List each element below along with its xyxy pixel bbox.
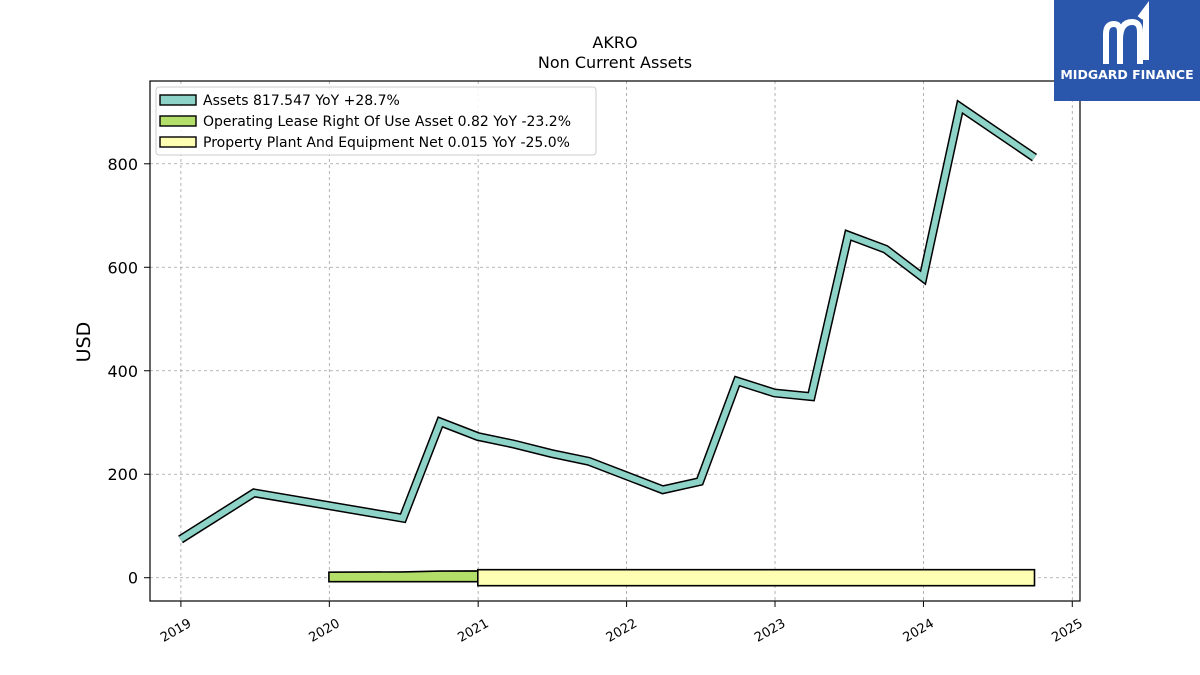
legend-box — [155, 86, 597, 156]
legend-swatch — [159, 115, 197, 127]
x-tick-label: 2021 — [455, 616, 491, 646]
legend-swatch — [159, 136, 197, 148]
legend-swatch — [159, 94, 197, 106]
legend-label: Operating Lease Right Of Use Asset 0.82 … — [203, 114, 571, 130]
y-axis-label: USD — [73, 322, 95, 363]
legend-label: Assets 817.547 YoY +28.7% — [203, 93, 400, 109]
legend-label: Property Plant And Equipment Net 0.015 Y… — [203, 135, 570, 151]
x-tick-label: 2023 — [752, 616, 788, 646]
series-band — [328, 570, 479, 583]
x-tick-label: 2019 — [158, 616, 194, 646]
y-tick-label: 800 — [107, 155, 138, 174]
x-tick-label: 2022 — [604, 616, 640, 646]
y-tick-label: 0 — [128, 569, 138, 588]
x-tick-label: 2025 — [1049, 616, 1085, 646]
y-tick-label: 400 — [107, 362, 138, 381]
series-line — [178, 101, 1037, 542]
series-band — [477, 568, 1036, 587]
logo-text: MIDGARD FINANCE — [1060, 67, 1194, 82]
series-layer — [178, 99, 1038, 587]
chart-subtitle: Non Current Assets — [538, 53, 692, 72]
x-tick-label: 2024 — [901, 616, 937, 646]
x-axis: 2019 2020 2021 2022 2023 2024 2025 — [158, 601, 1086, 646]
grid — [150, 81, 1080, 601]
y-tick-label: 200 — [107, 465, 138, 484]
x-tick-label: 2020 — [307, 616, 343, 646]
chart-title: AKRO — [592, 33, 637, 52]
plot-frame — [149, 80, 1081, 602]
midgard-m-logo-icon — [1103, 1, 1149, 64]
legend: Assets 817.547 YoY +28.7% Operating Lease… — [155, 86, 597, 156]
midgard-finance-logo: MIDGARD FINANCE — [1054, 0, 1200, 101]
y-axis: 0 200 400 600 800 — [107, 155, 150, 588]
y-tick-label: 600 — [107, 258, 138, 277]
